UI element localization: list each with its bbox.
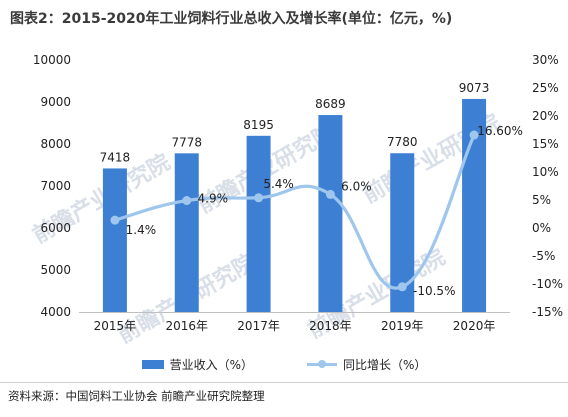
growth-data-label: 1.4%	[126, 223, 157, 237]
x-tick-label: 2020年	[453, 319, 496, 333]
bar	[174, 153, 199, 312]
growth-data-label: 4.9%	[198, 192, 229, 206]
chart-title: 图表2：2015-2020年工业饲料行业总收入及增长率(单位：亿元，%)	[10, 11, 453, 27]
y-right-tick-label: 10%	[532, 165, 559, 179]
bar-data-label: 7780	[387, 135, 418, 149]
growth-point	[325, 189, 335, 199]
y-left-tick-label: 8000	[40, 137, 71, 151]
y-left-tick-label: 7000	[40, 179, 71, 193]
y-right-tick-label: 30%	[532, 53, 559, 67]
growth-data-label: 5.4%	[263, 177, 294, 191]
bar-data-label: 8689	[315, 97, 346, 111]
y-right-tick-label: 0%	[532, 221, 551, 235]
growth-point	[469, 130, 479, 140]
source-divider	[0, 382, 568, 383]
legend-item-revenue: 营业收入（%）	[141, 356, 253, 373]
growth-data-label: 6.0%	[341, 179, 372, 193]
source-note: 资料来源：中国饲料工业协会 前瞻产业研究院整理	[8, 389, 265, 403]
x-tick-label: 2019年	[381, 319, 424, 333]
bar-data-label: 9073	[459, 81, 490, 95]
bar	[318, 115, 343, 312]
bar-data-label: 7778	[171, 135, 202, 149]
legend-swatch-line	[307, 360, 337, 369]
bar	[102, 168, 127, 312]
y-right-tick-label: -5%	[532, 249, 555, 263]
x-tick-label: 2015年	[94, 319, 137, 333]
y-right-tick-label: 5%	[532, 193, 551, 207]
x-tick-label: 2017年	[237, 319, 280, 333]
y-left-tick-label: 5000	[40, 263, 71, 277]
y-left-tick-label: 9000	[40, 95, 71, 109]
y-left-tick-label: 6000	[40, 221, 71, 235]
growth-point	[397, 282, 407, 292]
x-tick-label: 2018年	[309, 319, 352, 333]
y-right-tick-label: -15%	[532, 305, 563, 319]
y-right-tick-label: -10%	[532, 277, 563, 291]
y-left-tick-label: 4000	[40, 305, 71, 319]
y-right-tick-label: 15%	[532, 137, 559, 151]
growth-point	[182, 196, 192, 206]
bar-data-label: 8195	[243, 118, 274, 132]
y-left-tick-label: 10000	[33, 53, 71, 67]
growth-data-label: 16.60%	[477, 124, 523, 138]
legend-item-growth: 同比增长（%）	[307, 356, 426, 373]
legend-label-revenue: 营业收入（%）	[169, 358, 253, 372]
growth-data-label: -10.5%	[413, 284, 455, 298]
legend-swatch-bar	[141, 360, 164, 369]
bar-data-label: 7418	[100, 150, 131, 164]
legend: 营业收入（%） 同比增长（%）	[0, 356, 568, 373]
y-right-tick-label: 25%	[532, 81, 559, 95]
legend-label-growth: 同比增长（%）	[343, 358, 427, 372]
growth-point	[254, 193, 264, 203]
growth-point	[110, 215, 120, 225]
y-right-tick-label: 20%	[532, 109, 559, 123]
x-tick-label: 2016年	[165, 319, 208, 333]
bar	[246, 135, 271, 312]
